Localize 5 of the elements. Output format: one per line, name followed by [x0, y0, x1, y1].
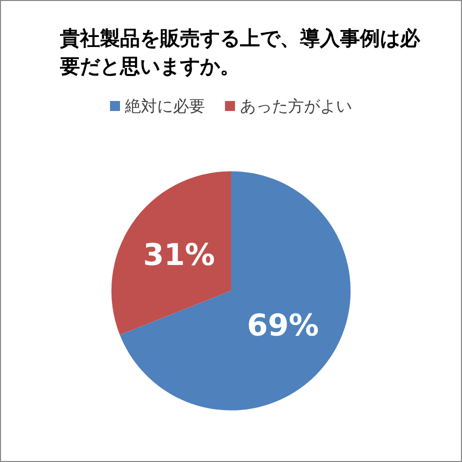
- legend-label: 絶対に必要: [124, 96, 205, 116]
- data-label: 69%: [247, 308, 319, 344]
- legend-label: あった方がよい: [240, 96, 352, 116]
- data-label: 31%: [143, 238, 215, 273]
- chart-title: 貴社製品を販売する上で、導入事例は必要だと思いますか。: [59, 26, 421, 78]
